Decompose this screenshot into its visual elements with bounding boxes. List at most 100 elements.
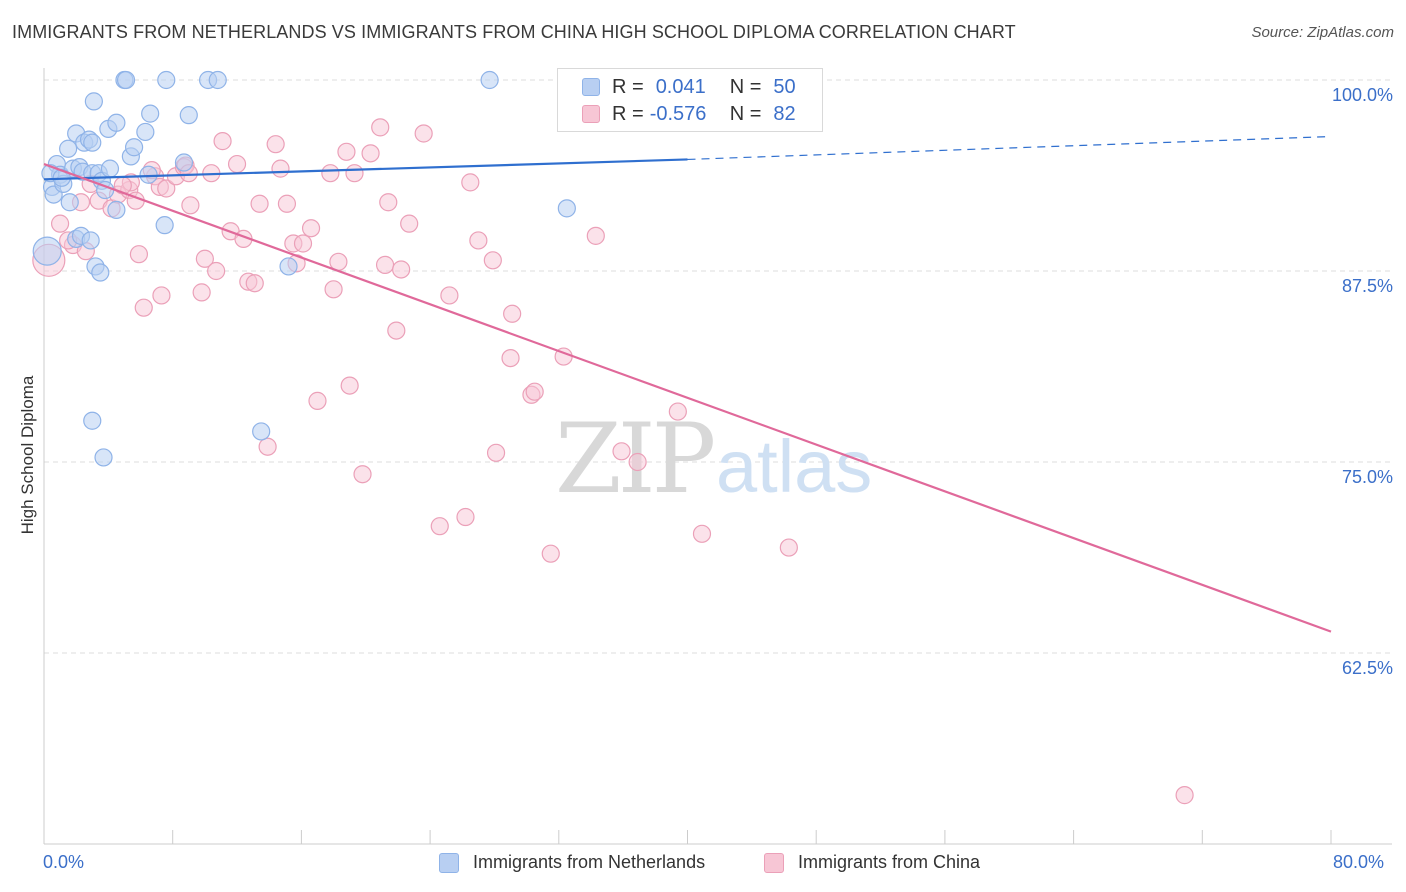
point-netherlands bbox=[141, 104, 160, 123]
trend-china bbox=[43, 163, 1332, 633]
point-china bbox=[440, 286, 459, 305]
point-china bbox=[50, 214, 70, 233]
point-netherlands bbox=[480, 70, 499, 90]
axes bbox=[43, 68, 1392, 845]
point-china bbox=[301, 219, 321, 238]
legend-swatch-netherlands bbox=[582, 78, 600, 96]
point-china bbox=[321, 164, 340, 183]
watermark: ZIP atlas bbox=[555, 403, 872, 515]
series-legend-label: Immigrants from Netherlands bbox=[473, 852, 706, 872]
point-netherlands bbox=[124, 138, 144, 157]
point-china bbox=[250, 194, 269, 213]
x-tick-max: 80.0% bbox=[1333, 852, 1385, 872]
point-netherlands bbox=[81, 231, 100, 250]
legend-n-label: N = bbox=[729, 102, 762, 125]
point-china bbox=[525, 382, 544, 401]
points bbox=[32, 70, 1194, 805]
point-netherlands bbox=[32, 236, 62, 266]
x-tick-min: 0.0% bbox=[43, 852, 85, 872]
point-china bbox=[375, 255, 395, 274]
point-china bbox=[628, 452, 647, 472]
legend-row-netherlands: R = 0.041 N = 50 bbox=[582, 75, 796, 99]
point-netherlands bbox=[107, 113, 126, 132]
point-china bbox=[258, 437, 277, 456]
series-legend-label: Immigrants from China bbox=[798, 852, 981, 872]
correlation-legend: R = 0.041 N = 50 R = -0.576 N = 82 bbox=[557, 68, 823, 132]
point-china bbox=[271, 159, 290, 178]
point-china bbox=[181, 196, 200, 215]
legend-r-label: R = bbox=[612, 75, 644, 98]
legend-r-value: 0.041 bbox=[655, 75, 706, 98]
point-china bbox=[195, 249, 214, 268]
point-china bbox=[456, 507, 475, 527]
legend-n-value: 82 bbox=[773, 102, 796, 125]
point-china bbox=[430, 517, 449, 536]
point-china bbox=[337, 142, 356, 161]
point-china bbox=[340, 376, 359, 395]
point-netherlands bbox=[155, 216, 174, 235]
point-china bbox=[308, 391, 327, 410]
point-netherlands bbox=[100, 159, 120, 178]
point-china bbox=[192, 283, 211, 302]
point-china bbox=[392, 260, 411, 279]
trend-netherlands-extension bbox=[687, 135, 1332, 161]
point-netherlands bbox=[83, 411, 102, 430]
point-china bbox=[400, 214, 419, 233]
point-china bbox=[157, 179, 176, 198]
point-netherlands bbox=[179, 106, 198, 125]
trend-netherlands bbox=[43, 158, 688, 181]
point-china bbox=[245, 274, 264, 293]
point-china bbox=[586, 226, 605, 245]
point-netherlands bbox=[91, 263, 110, 282]
point-netherlands bbox=[59, 139, 78, 158]
point-netherlands bbox=[139, 165, 158, 184]
legend-n-label: N = bbox=[729, 75, 762, 98]
y-tick-label: 75.0% bbox=[1342, 467, 1393, 487]
watermark-atlas: atlas bbox=[716, 425, 872, 508]
y-tick-label: 87.5% bbox=[1342, 276, 1393, 296]
chart-title: IMMIGRANTS FROM NETHERLANDS VS IMMIGRANT… bbox=[12, 22, 1016, 42]
legend-r-value: -0.576 bbox=[649, 102, 707, 125]
series-legend-netherlands: Immigrants from Netherlands bbox=[439, 852, 705, 873]
point-china bbox=[371, 118, 390, 137]
point-netherlands bbox=[174, 153, 194, 172]
point-netherlands bbox=[557, 199, 576, 218]
point-china bbox=[486, 443, 506, 462]
point-china bbox=[213, 132, 232, 151]
point-china bbox=[207, 261, 226, 281]
point-china bbox=[692, 524, 712, 543]
point-china bbox=[361, 144, 380, 163]
point-china bbox=[668, 402, 687, 421]
point-china bbox=[345, 164, 364, 183]
point-china bbox=[469, 231, 488, 250]
point-china bbox=[779, 538, 798, 557]
point-china bbox=[461, 173, 480, 192]
point-netherlands bbox=[107, 200, 126, 219]
legend-n-value: 50 bbox=[773, 75, 796, 98]
point-netherlands bbox=[279, 257, 298, 276]
chart-source: Source: ZipAtlas.com bbox=[1251, 24, 1394, 41]
point-china bbox=[387, 321, 406, 340]
point-china bbox=[414, 124, 433, 143]
legend-r-label: R = bbox=[612, 102, 644, 125]
legend-row-china: R = -0.576 N = 82 bbox=[582, 102, 796, 126]
series-swatch-china bbox=[764, 852, 784, 873]
point-china bbox=[152, 286, 171, 305]
point-china bbox=[612, 442, 631, 461]
point-china bbox=[266, 135, 285, 154]
point-netherlands bbox=[84, 92, 103, 111]
point-netherlands bbox=[94, 448, 113, 467]
y-tick-label: 100.0% bbox=[1332, 85, 1393, 105]
y-tick-labels: 62.5% 75.0% 87.5% 100.0% bbox=[1332, 85, 1393, 678]
point-netherlands bbox=[208, 70, 227, 90]
point-china bbox=[501, 348, 520, 368]
series-legend-china: Immigrants from China bbox=[764, 852, 980, 873]
y-tick-label: 62.5% bbox=[1342, 658, 1393, 678]
point-netherlands bbox=[157, 70, 176, 90]
point-china bbox=[379, 193, 398, 212]
point-china bbox=[293, 234, 313, 253]
legend-swatch-china bbox=[582, 105, 600, 123]
series-swatch-netherlands bbox=[439, 852, 459, 873]
point-netherlands bbox=[116, 70, 136, 90]
point-china bbox=[227, 154, 247, 174]
